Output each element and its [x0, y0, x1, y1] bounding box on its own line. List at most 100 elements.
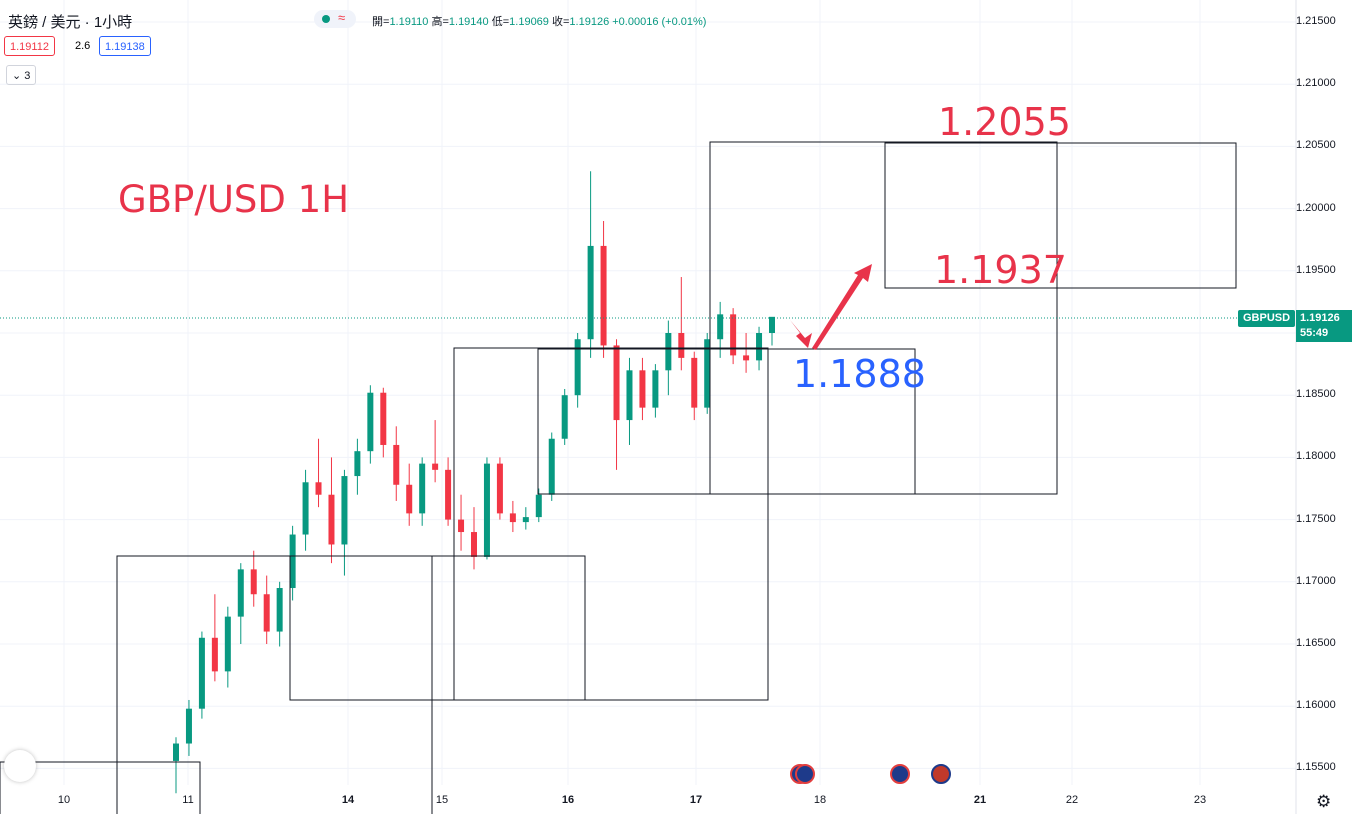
- ohlc-legend: 開=1.19110 高=1.19140 低=1.19069 收=1.19126 …: [372, 16, 707, 28]
- candle: [211, 594, 218, 682]
- x-tick-label: 15: [435, 794, 449, 806]
- candle-body: [173, 743, 179, 761]
- candle-body: [678, 333, 685, 358]
- candle: [730, 308, 737, 365]
- candle: [432, 420, 439, 483]
- chevron-down-icon: ⌄: [12, 70, 22, 82]
- candle: [276, 581, 283, 647]
- y-tick-label: 1.20500: [1296, 139, 1336, 152]
- candle: [678, 277, 685, 371]
- y-tick-label: 1.18000: [1296, 450, 1336, 463]
- candle: [769, 316, 775, 346]
- candle-body: [756, 333, 763, 361]
- candle-body: [432, 463, 439, 470]
- x-tick-label: 23: [1193, 794, 1207, 806]
- candle-body: [522, 517, 529, 523]
- candle: [626, 357, 633, 445]
- candle-body: [380, 392, 387, 445]
- candle: [263, 575, 270, 644]
- candle-body: [354, 451, 361, 477]
- candle-body: [367, 392, 374, 452]
- candle: [367, 385, 374, 464]
- candle-body: [185, 708, 192, 744]
- box-2: [116, 555, 433, 814]
- candle: [237, 563, 244, 644]
- candle: [522, 507, 529, 530]
- settings-gear-icon[interactable]: ⚙: [1316, 792, 1332, 811]
- candle: [419, 457, 426, 526]
- candle-body: [600, 245, 607, 346]
- candle-body: [224, 616, 231, 672]
- indicator-toggle[interactable]: ⌄ 3: [6, 65, 37, 85]
- candle: [613, 339, 620, 470]
- bid-badge[interactable]: 1.19112: [4, 36, 55, 56]
- status-dot-icon: [322, 15, 330, 23]
- candle-body: [263, 594, 270, 632]
- candle: [185, 699, 192, 756]
- candle-body: [250, 569, 257, 595]
- y-tick-label: 1.20000: [1296, 201, 1336, 214]
- gb-flag-icon[interactable]: [795, 764, 815, 784]
- candle: [328, 457, 335, 564]
- candle-body: [496, 463, 503, 514]
- candle: [198, 631, 205, 719]
- candle: [665, 320, 672, 396]
- x-tick-label: 10: [57, 794, 71, 806]
- candle: [173, 737, 179, 794]
- candle-body: [328, 494, 335, 545]
- wave-icon: ≈: [338, 10, 346, 25]
- y-tick-label: 1.15500: [1296, 761, 1336, 774]
- y-tick-label: 1.21500: [1296, 15, 1336, 27]
- candle-body: [743, 355, 750, 361]
- candle-body: [211, 637, 218, 672]
- candle-body: [445, 469, 452, 520]
- candle-body: [509, 513, 516, 523]
- market-status[interactable]: ≈: [314, 10, 356, 28]
- candle: [691, 351, 698, 421]
- candle-body: [613, 345, 620, 421]
- x-tick-label: 21: [973, 794, 987, 806]
- y-tick-label: 1.21000: [1296, 77, 1336, 90]
- candle-body: [639, 370, 646, 408]
- candle-body: [548, 438, 555, 495]
- target-arrow: [790, 264, 872, 350]
- candle-body: [471, 532, 477, 557]
- box-1: [0, 761, 201, 814]
- candle: [224, 606, 231, 688]
- candle: [341, 469, 348, 576]
- x-tick-label: 14: [341, 794, 355, 806]
- candle: [561, 388, 568, 445]
- symbol-title[interactable]: 英鎊 / 美元 · 1小時: [8, 14, 133, 31]
- candle: [509, 500, 516, 533]
- candle-body: [315, 482, 322, 495]
- x-tick-label: 22: [1065, 794, 1079, 806]
- candle: [600, 221, 607, 358]
- candle: [406, 463, 413, 526]
- candle-body: [535, 494, 542, 518]
- candle: [315, 438, 322, 508]
- candle: [704, 333, 711, 414]
- candle-body: [276, 588, 283, 632]
- us-flag-icon[interactable]: [931, 764, 951, 784]
- candle-body: [289, 534, 296, 589]
- candle-body: [406, 484, 413, 514]
- candle: [458, 494, 465, 551]
- symbol-price-tag: GBPUSD: [1238, 310, 1296, 327]
- ask-badge[interactable]: 1.19138: [99, 36, 151, 56]
- box-4: [453, 347, 769, 701]
- candle: [587, 171, 594, 358]
- candle-body: [393, 444, 400, 485]
- candle: [652, 364, 659, 418]
- candle-body: [769, 316, 775, 333]
- candle: [354, 438, 361, 495]
- gb-flag-icon[interactable]: [890, 764, 910, 784]
- candle: [743, 333, 750, 373]
- candle: [445, 457, 452, 526]
- replay-circle[interactable]: [4, 750, 36, 782]
- y-tick-label: 1.18500: [1296, 388, 1336, 401]
- level-label-high: 1.2055: [938, 100, 1071, 144]
- candle-body: [626, 370, 633, 421]
- candle-body: [665, 333, 672, 371]
- candle: [471, 507, 477, 570]
